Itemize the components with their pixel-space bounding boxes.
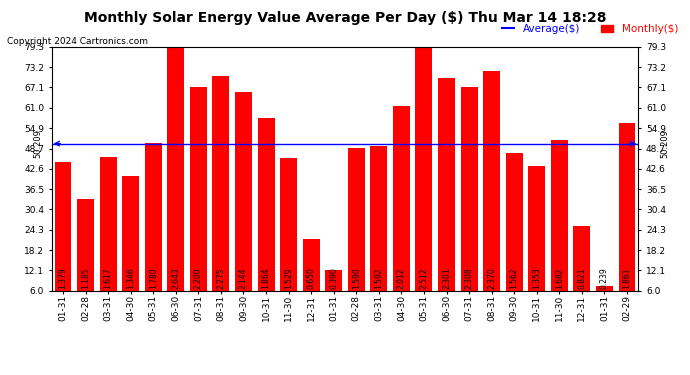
- Bar: [415, 48, 433, 291]
- Bar: [168, 39, 184, 291]
- Text: 1.529: 1.529: [284, 267, 293, 289]
- Text: 1.185: 1.185: [81, 267, 90, 289]
- Bar: [303, 239, 319, 291]
- Text: 1.562: 1.562: [510, 267, 519, 289]
- Bar: [99, 157, 117, 291]
- Bar: [371, 146, 387, 291]
- Bar: [235, 92, 252, 291]
- Text: 0.239: 0.239: [600, 267, 609, 289]
- Text: 2.643: 2.643: [171, 267, 180, 289]
- Bar: [596, 286, 613, 291]
- Text: 2.200: 2.200: [194, 267, 203, 289]
- Bar: [348, 148, 365, 291]
- Bar: [393, 106, 410, 291]
- Text: 1.379: 1.379: [59, 267, 68, 289]
- Text: 1.592: 1.592: [375, 267, 384, 289]
- Bar: [618, 123, 635, 291]
- Text: 2.301: 2.301: [442, 267, 451, 289]
- Bar: [257, 118, 275, 291]
- Text: 2.275: 2.275: [217, 267, 226, 289]
- Bar: [213, 76, 229, 291]
- Bar: [190, 87, 207, 291]
- Bar: [461, 87, 477, 291]
- Legend: Average($), Monthly($): Average($), Monthly($): [502, 24, 678, 34]
- Bar: [122, 176, 139, 291]
- Text: 50.209: 50.209: [660, 129, 669, 158]
- Text: 1.617: 1.617: [104, 267, 112, 289]
- Bar: [506, 153, 522, 291]
- Text: 0.821: 0.821: [578, 267, 586, 289]
- Bar: [438, 78, 455, 291]
- Text: Copyright 2024 Cartronics.com: Copyright 2024 Cartronics.com: [7, 38, 148, 46]
- Text: 50.209: 50.209: [34, 129, 43, 158]
- Text: 0.390: 0.390: [329, 267, 338, 289]
- Text: 1.864: 1.864: [262, 267, 270, 289]
- Text: 0.650: 0.650: [306, 267, 315, 289]
- Text: 2.370: 2.370: [487, 267, 496, 289]
- Bar: [483, 71, 500, 291]
- Text: Monthly Solar Energy Value Average Per Day ($) Thu Mar 14 18:28: Monthly Solar Energy Value Average Per D…: [83, 11, 607, 25]
- Text: 1.353: 1.353: [532, 267, 541, 289]
- Bar: [145, 143, 161, 291]
- Text: 1.861: 1.861: [622, 267, 631, 289]
- Bar: [77, 199, 94, 291]
- Text: 1.346: 1.346: [126, 267, 135, 289]
- Bar: [55, 162, 72, 291]
- Bar: [529, 166, 545, 291]
- Text: 1.780: 1.780: [149, 267, 158, 289]
- Text: 2.308: 2.308: [464, 267, 473, 289]
- Text: 2.012: 2.012: [397, 267, 406, 289]
- Text: 2.512: 2.512: [420, 267, 428, 289]
- Bar: [573, 226, 591, 291]
- Bar: [551, 140, 568, 291]
- Text: 2.144: 2.144: [239, 267, 248, 289]
- Text: 1.590: 1.590: [352, 267, 361, 289]
- Text: 1.682: 1.682: [555, 267, 564, 289]
- Bar: [280, 158, 297, 291]
- Bar: [325, 270, 342, 291]
